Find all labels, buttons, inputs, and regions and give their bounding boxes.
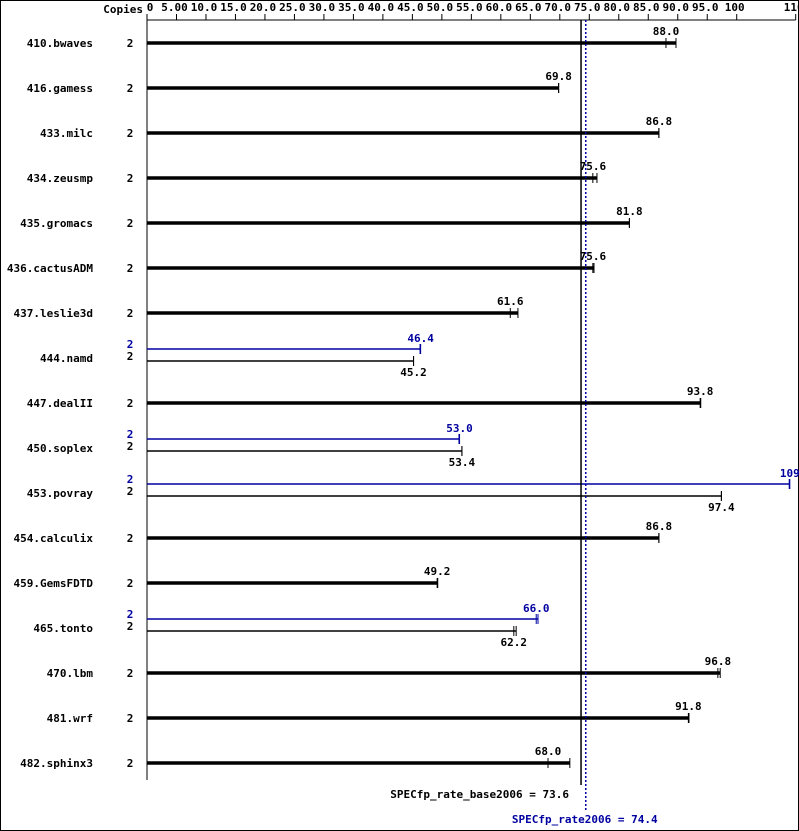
x-tick-label: 85.0 xyxy=(633,1,660,14)
benchmark-label: 416.gamess xyxy=(27,82,93,95)
copies: 2 xyxy=(127,473,134,486)
copies: 2 xyxy=(127,667,134,680)
value-label: 75.6 xyxy=(580,160,607,173)
x-tick-label: 90.0 xyxy=(663,1,690,14)
value-label: 45.2 xyxy=(400,366,427,379)
benchmark-label: 437.leslie3d xyxy=(14,307,93,320)
copies: 2 xyxy=(127,440,134,453)
benchmark-label: 465.tonto xyxy=(33,622,93,635)
reference-label: SPECfp_rate_base2006 = 73.6 xyxy=(390,788,569,801)
benchmark-label: 454.calculix xyxy=(14,532,94,545)
value-label: 61.6 xyxy=(497,295,524,308)
benchmark-label: 459.GemsFDTD xyxy=(14,577,94,590)
value-label: 49.2 xyxy=(424,565,451,578)
copies: 2 xyxy=(127,127,134,140)
benchmark-label: 435.gromacs xyxy=(20,217,93,230)
x-tick-label: 70.0 xyxy=(545,1,572,14)
value-label: 53.4 xyxy=(449,456,476,469)
benchmark-label: 433.milc xyxy=(40,127,93,140)
x-tick-label: 100 xyxy=(725,1,745,14)
x-tick-label: 20.0 xyxy=(250,1,277,14)
x-tick-label: 55.0 xyxy=(456,1,483,14)
copies-header: Copies xyxy=(103,3,143,16)
x-tick-label: 25.0 xyxy=(279,1,306,14)
value-label: 91.8 xyxy=(675,700,702,713)
copies: 2 xyxy=(127,350,134,363)
benchmark-label: 453.povray xyxy=(27,487,94,500)
copies: 2 xyxy=(127,428,134,441)
x-tick-label: 95.0 xyxy=(692,1,719,14)
value-label: 62.2 xyxy=(501,636,528,649)
x-tick-label: 15.0 xyxy=(220,1,247,14)
benchmark-label: 434.zeusmp xyxy=(27,172,94,185)
benchmark-label: 470.lbm xyxy=(47,667,94,680)
x-tick-label: 50.0 xyxy=(427,1,454,14)
copies: 2 xyxy=(127,712,134,725)
value-label: 109 xyxy=(780,467,799,480)
value-label: 81.8 xyxy=(616,205,643,218)
x-tick-label: 65.0 xyxy=(515,1,542,14)
x-tick-label: 80.0 xyxy=(604,1,631,14)
copies: 2 xyxy=(127,485,134,498)
value-label: 68.0 xyxy=(535,745,562,758)
copies: 2 xyxy=(127,757,134,770)
x-tick-label: 35.0 xyxy=(338,1,365,14)
reference-label: SPECfp_rate2006 = 74.4 xyxy=(512,813,658,826)
value-label: 69.8 xyxy=(545,70,572,83)
x-tick-label: 30.0 xyxy=(309,1,336,14)
copies: 2 xyxy=(127,532,134,545)
copies: 2 xyxy=(127,577,134,590)
benchmark-label: 482.sphinx3 xyxy=(20,757,93,770)
value-label: 66.0 xyxy=(523,602,550,615)
value-label: 46.4 xyxy=(407,332,434,345)
copies: 2 xyxy=(127,307,134,320)
value-label: 97.4 xyxy=(708,501,735,514)
benchmark-label: 444.namd xyxy=(40,352,93,365)
x-tick-label: 75.0 xyxy=(574,1,601,14)
value-label: 88.0 xyxy=(653,25,680,38)
value-label: 86.8 xyxy=(646,115,673,128)
copies: 2 xyxy=(127,37,134,50)
copies: 2 xyxy=(127,82,134,95)
benchmark-label: 450.soplex xyxy=(27,442,94,455)
x-tick-label: 5.00 xyxy=(161,1,188,14)
copies: 2 xyxy=(127,217,134,230)
copies: 2 xyxy=(127,397,134,410)
x-tick-label: 40.0 xyxy=(368,1,395,14)
x-tick-label: 110 xyxy=(784,1,799,14)
copies: 2 xyxy=(127,172,134,185)
benchmark-label: 447.dealII xyxy=(27,397,93,410)
value-label: 96.8 xyxy=(705,655,732,668)
copies: 2 xyxy=(127,338,134,351)
value-label: 93.8 xyxy=(687,385,714,398)
value-label: 86.8 xyxy=(646,520,673,533)
benchmark-label: 410.bwaves xyxy=(27,37,93,50)
value-label: 75.6 xyxy=(580,250,607,263)
copies: 2 xyxy=(127,262,134,275)
copies: 2 xyxy=(127,620,134,633)
x-tick-label: 10.0 xyxy=(191,1,218,14)
benchmark-label: 436.cactusADM xyxy=(7,262,93,275)
x-tick-label: 45.0 xyxy=(397,1,424,14)
value-label: 53.0 xyxy=(446,422,473,435)
benchmark-label: 481.wrf xyxy=(47,712,93,725)
x-tick-label: 60.0 xyxy=(486,1,513,14)
x-tick-label: 0 xyxy=(147,1,154,14)
copies: 2 xyxy=(127,608,134,621)
